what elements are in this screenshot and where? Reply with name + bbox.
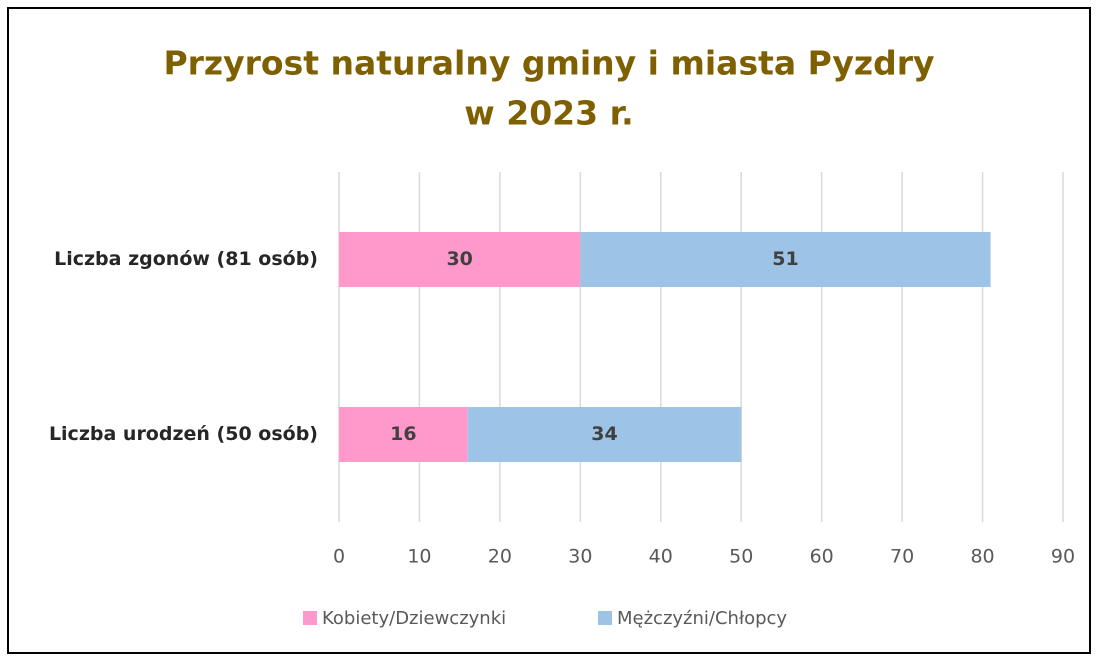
chart-title: Przyrost naturalny gminy i miasta Pyzdry: [163, 44, 934, 83]
data-label: 51: [772, 248, 798, 270]
x-tick-label: 70: [890, 546, 914, 568]
bar-segment: [339, 232, 581, 287]
x-tick-label: 30: [568, 546, 592, 568]
chart-title: w 2023 r.: [464, 94, 633, 133]
x-tick-label: 60: [810, 546, 834, 568]
x-tick-label: 80: [970, 546, 994, 568]
data-label: 30: [446, 248, 472, 270]
chart-border: [7, 7, 1091, 654]
legend-label: Kobiety/Dziewczynki: [322, 608, 506, 629]
x-tick-label: 50: [729, 546, 753, 568]
category-label: Liczba urodzeń (50 osób): [49, 423, 318, 445]
category-label: Liczba zgonów (81 osób): [54, 248, 318, 270]
x-tick-label: 10: [407, 546, 431, 568]
data-label: 34: [591, 423, 617, 445]
x-tick-label: 90: [1051, 546, 1075, 568]
legend-swatch: [598, 611, 612, 625]
x-tick-label: 20: [488, 546, 512, 568]
bar-segment: [580, 232, 991, 287]
x-tick-label: 0: [333, 546, 345, 568]
legend-swatch: [303, 611, 317, 625]
x-tick-label: 40: [649, 546, 673, 568]
legend-label: Mężczyźni/Chłopcy: [617, 608, 787, 629]
bar-segment: [467, 407, 742, 462]
data-label: 16: [390, 423, 416, 445]
bar-segment: [339, 407, 468, 462]
